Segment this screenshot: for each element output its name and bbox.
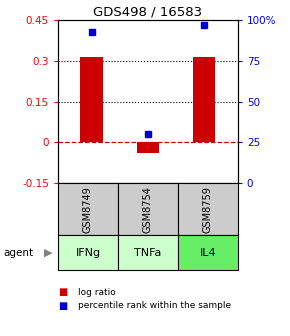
Text: GSM8759: GSM8759: [203, 186, 213, 233]
Text: IL4: IL4: [200, 248, 216, 258]
Text: GSM8749: GSM8749: [83, 186, 93, 233]
Text: ▶: ▶: [44, 248, 52, 258]
Bar: [80, 57, 103, 142]
Bar: [137, 142, 159, 153]
Title: GDS498 / 16583: GDS498 / 16583: [93, 6, 202, 19]
Text: percentile rank within the sample: percentile rank within the sample: [78, 301, 231, 310]
Text: agent: agent: [3, 248, 33, 258]
Text: ■: ■: [58, 301, 67, 311]
Bar: [193, 57, 215, 142]
Text: TNFa: TNFa: [134, 248, 162, 258]
Text: ■: ■: [58, 287, 67, 297]
Text: log ratio: log ratio: [78, 288, 116, 297]
Text: IFNg: IFNg: [75, 248, 101, 258]
Text: GSM8754: GSM8754: [143, 186, 153, 233]
